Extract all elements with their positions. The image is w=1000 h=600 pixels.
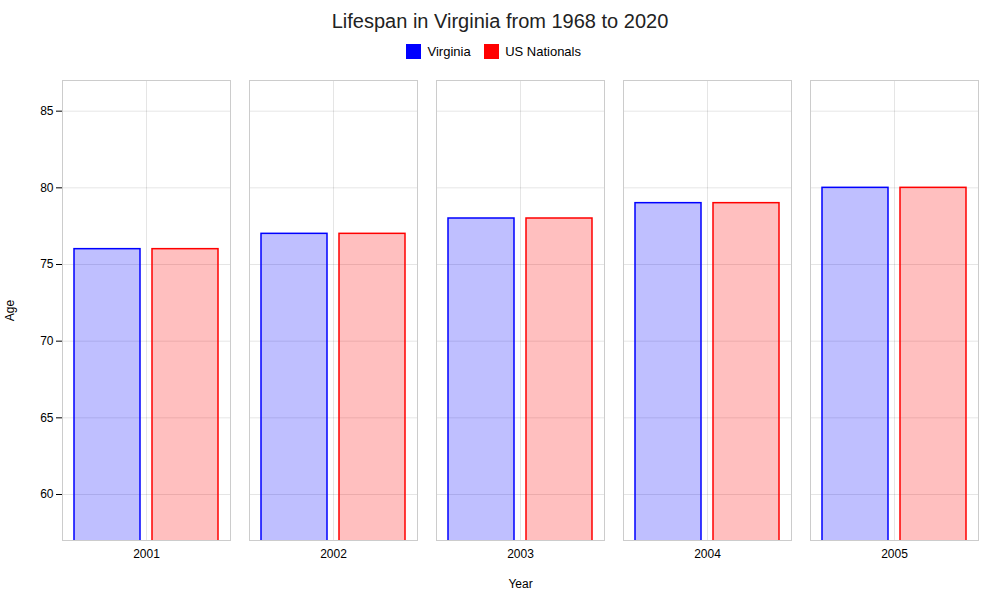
svg-text:65: 65: [40, 411, 54, 425]
svg-text:80: 80: [40, 181, 54, 195]
svg-text:2002: 2002: [320, 547, 347, 561]
svg-text:2004: 2004: [694, 547, 721, 561]
svg-text:85: 85: [40, 104, 54, 118]
svg-text:Year: Year: [508, 577, 532, 591]
svg-text:2001: 2001: [133, 547, 160, 561]
svg-text:70: 70: [40, 334, 54, 348]
html-text:US Nationals: US Nationals: [505, 44, 581, 60]
svg-text:2005: 2005: [881, 547, 908, 561]
svg-text:Age: Age: [3, 300, 17, 322]
svg-text:60: 60: [40, 487, 54, 501]
html-text:Virginia: Virginia: [427, 44, 471, 60]
html-text:Lifespan in Virginia from 1968: Lifespan in Virginia from 1968 to 2020: [331, 10, 669, 32]
svg-text:75: 75: [40, 257, 54, 271]
svg-text:2003: 2003: [507, 547, 534, 561]
